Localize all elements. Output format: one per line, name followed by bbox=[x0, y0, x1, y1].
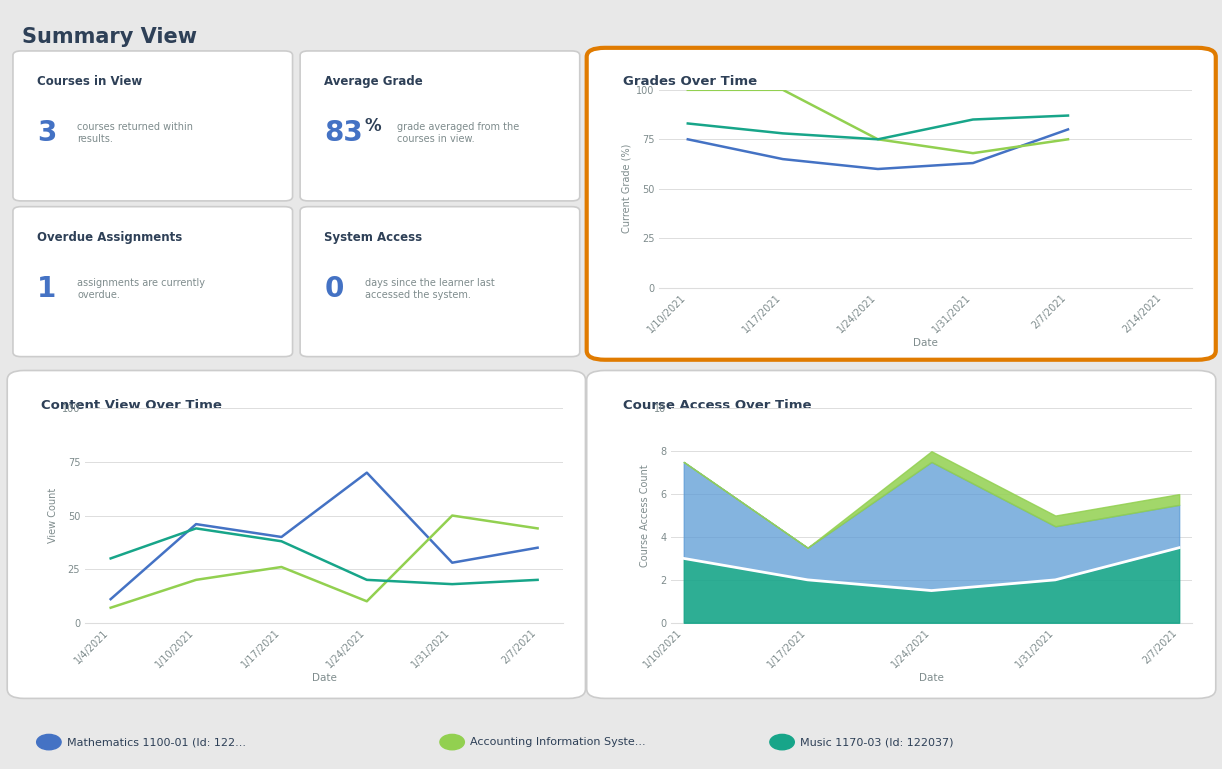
FancyBboxPatch shape bbox=[13, 51, 292, 201]
Text: 3: 3 bbox=[37, 119, 56, 147]
Text: Content View Over Time: Content View Over Time bbox=[40, 399, 221, 412]
Text: Mathematics 1100-01 (Id: 122...: Mathematics 1100-01 (Id: 122... bbox=[67, 737, 246, 747]
FancyBboxPatch shape bbox=[587, 371, 1216, 698]
X-axis label: Date: Date bbox=[919, 673, 943, 683]
Text: assignments are currently
overdue.: assignments are currently overdue. bbox=[77, 278, 205, 300]
Text: Course Access Over Time: Course Access Over Time bbox=[623, 399, 811, 412]
Text: 0: 0 bbox=[324, 275, 343, 303]
Text: Summary View: Summary View bbox=[22, 27, 197, 47]
Text: %: % bbox=[364, 117, 381, 135]
Y-axis label: Current Grade (%): Current Grade (%) bbox=[622, 144, 632, 234]
Text: Overdue Assignments: Overdue Assignments bbox=[37, 231, 182, 245]
FancyBboxPatch shape bbox=[301, 207, 579, 357]
Y-axis label: View Count: View Count bbox=[48, 488, 57, 543]
Text: Music 1170-03 (Id: 122037): Music 1170-03 (Id: 122037) bbox=[800, 737, 954, 747]
FancyBboxPatch shape bbox=[7, 371, 585, 698]
Text: Average Grade: Average Grade bbox=[324, 75, 423, 88]
Text: Courses in View: Courses in View bbox=[37, 75, 143, 88]
FancyBboxPatch shape bbox=[587, 48, 1216, 360]
Text: 1: 1 bbox=[37, 275, 56, 303]
FancyBboxPatch shape bbox=[301, 51, 579, 201]
Text: grade averaged from the
courses in view.: grade averaged from the courses in view. bbox=[397, 122, 519, 144]
FancyBboxPatch shape bbox=[13, 207, 292, 357]
X-axis label: Date: Date bbox=[913, 338, 937, 348]
X-axis label: Date: Date bbox=[312, 673, 336, 683]
Text: 83: 83 bbox=[324, 119, 363, 147]
Text: Accounting Information Syste...: Accounting Information Syste... bbox=[470, 737, 646, 747]
Text: Grades Over Time: Grades Over Time bbox=[623, 75, 758, 88]
Y-axis label: Course Access Count: Course Access Count bbox=[640, 464, 650, 567]
Text: days since the learner last
accessed the system.: days since the learner last accessed the… bbox=[364, 278, 495, 300]
Text: System Access: System Access bbox=[324, 231, 423, 245]
Text: courses returned within
results.: courses returned within results. bbox=[77, 122, 193, 144]
